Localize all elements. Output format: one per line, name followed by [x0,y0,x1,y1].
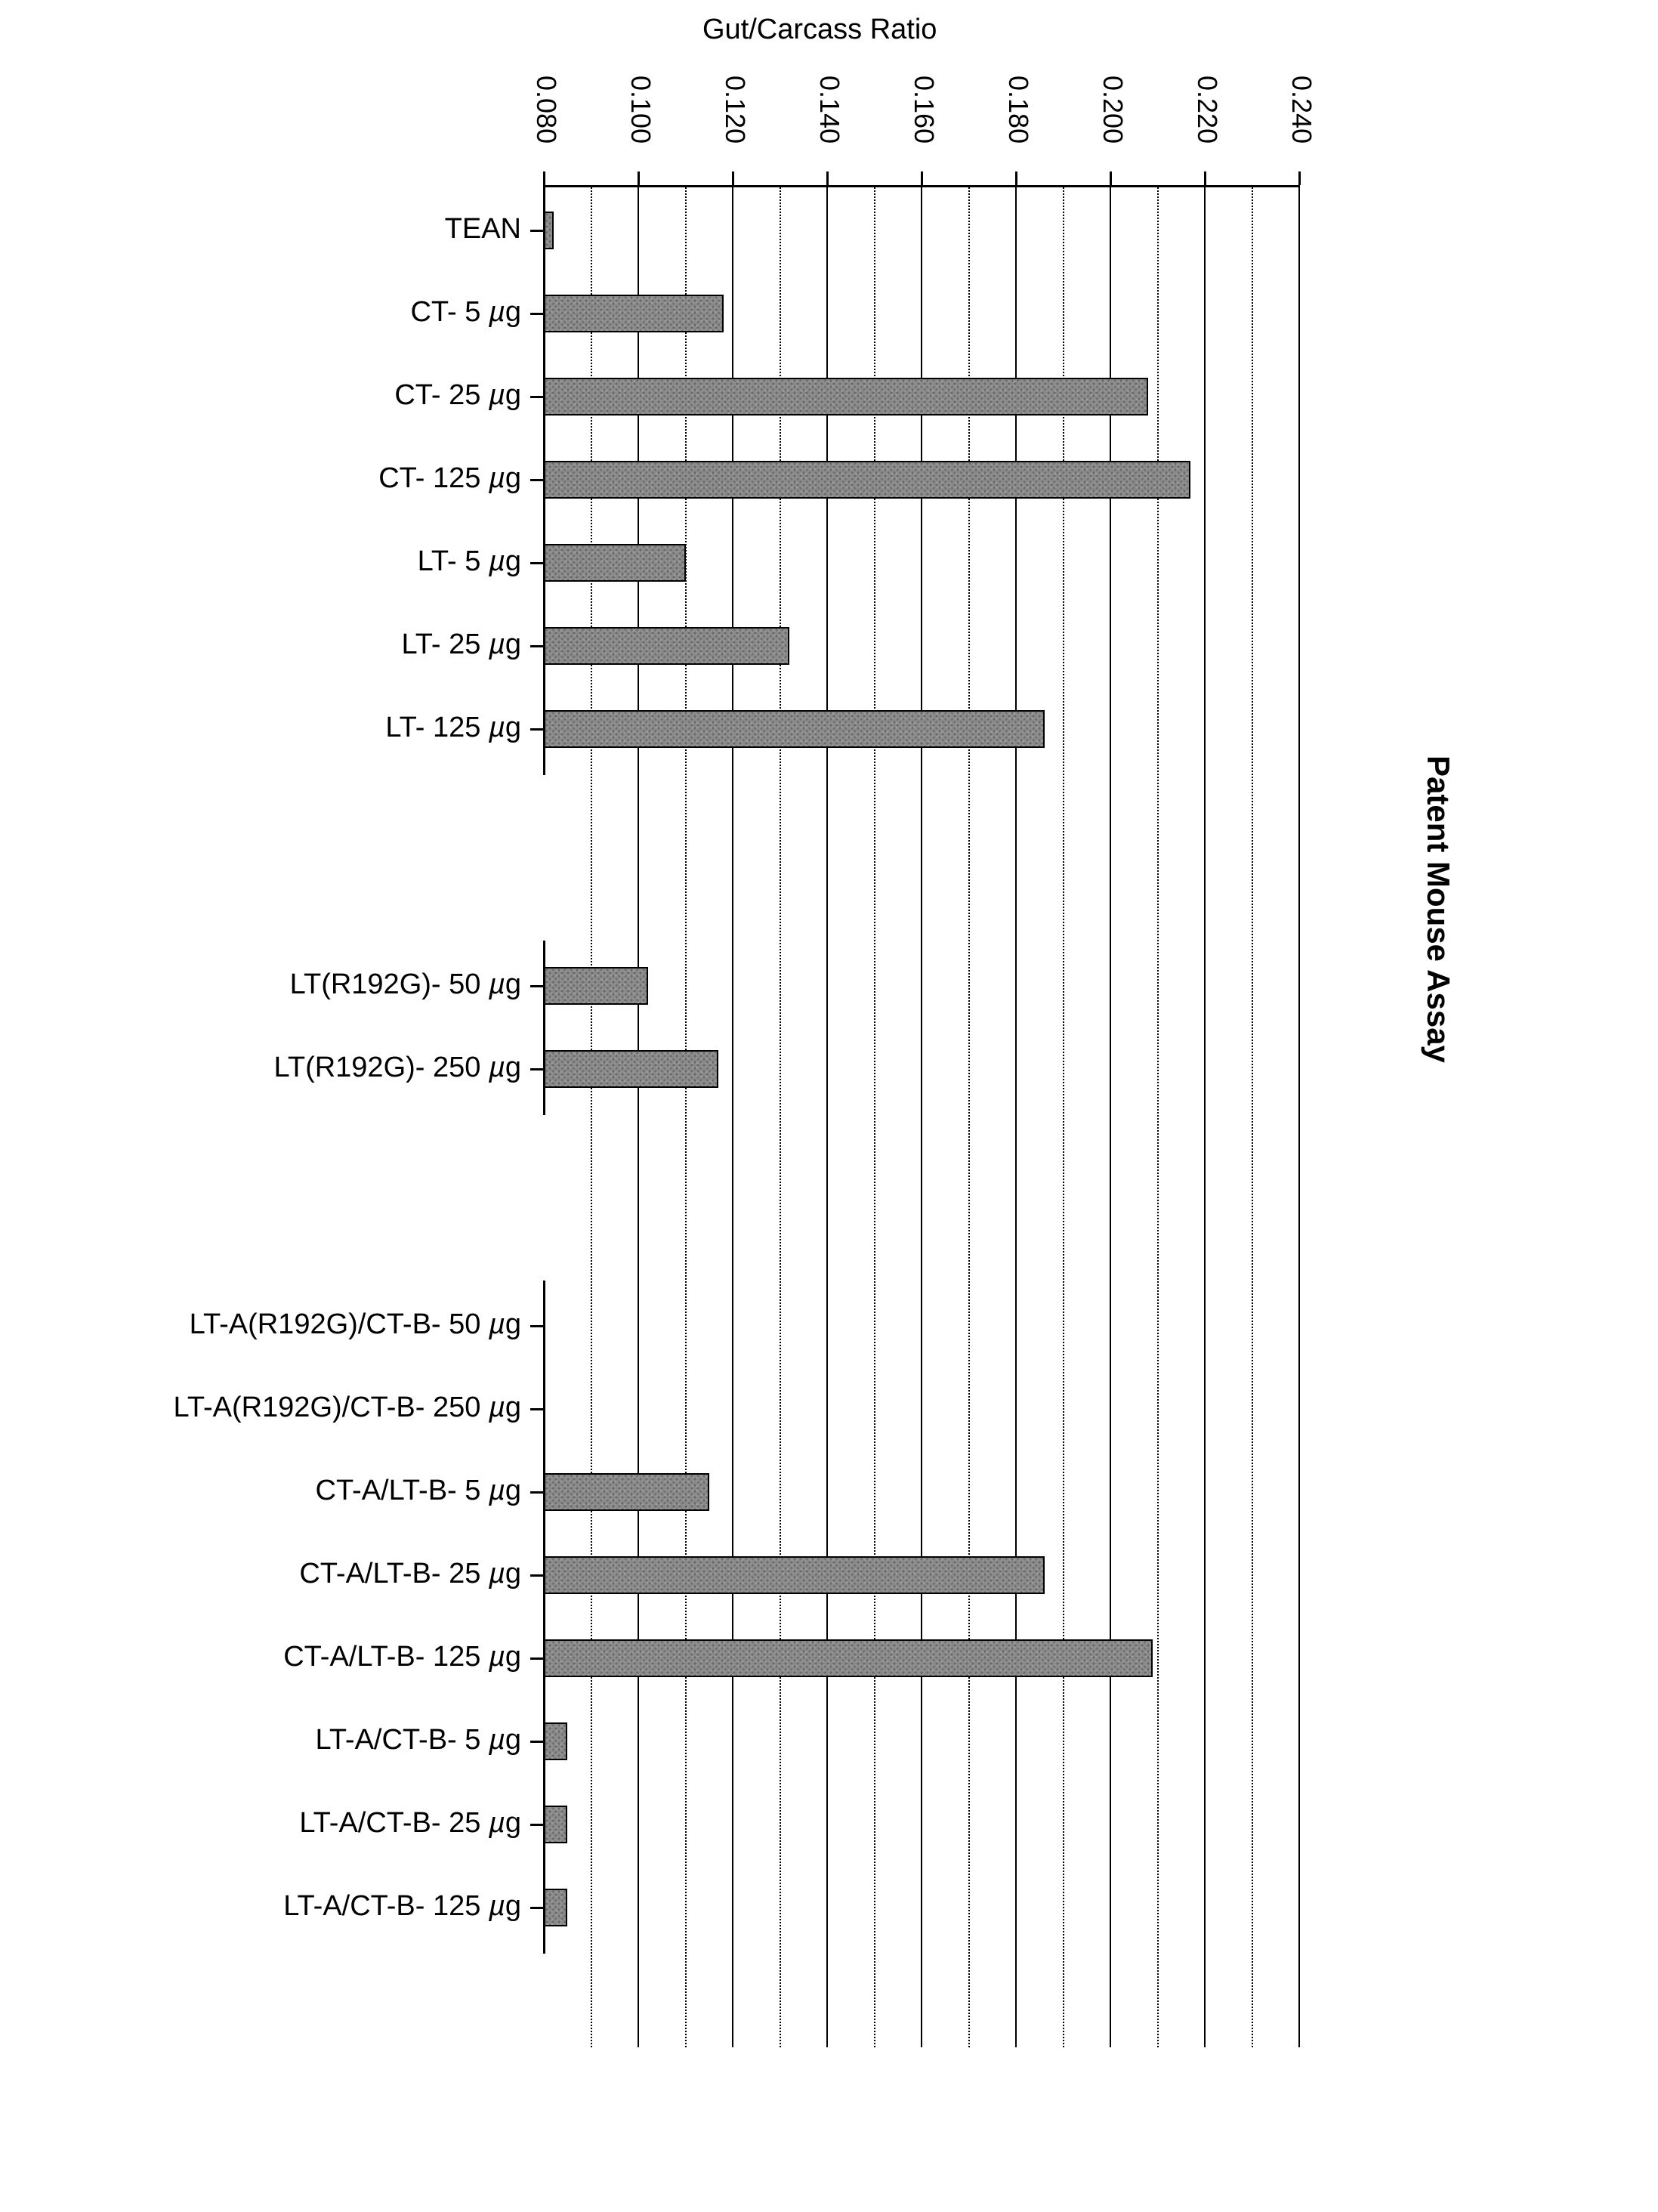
category-tick [530,1068,544,1070]
x-tick-label: 0.140 [814,53,845,166]
category-tick [530,230,544,232]
category-label: TEAN [0,213,521,246]
category-tick [530,985,544,987]
bar [544,212,554,249]
x-axis-tick [543,171,545,185]
category-label: CT-A/LT-B- 25 µg [0,1558,521,1590]
category-tick [530,1408,544,1410]
bar [544,295,724,332]
category-tick [530,396,544,398]
category-label: LT- 5 µg [0,545,521,578]
category-label: LT-A/CT-B- 125 µg [0,1890,521,1923]
category-label: CT-A/LT-B- 125 µg [0,1641,521,1673]
category-label: CT- 25 µg [0,379,521,412]
minor-grid-line [1252,185,1253,2047]
category-tick [530,1657,544,1660]
x-axis-tick [1298,171,1301,185]
x-tick-label: 0.160 [908,53,940,166]
x-axis-tick [1015,171,1017,185]
category-baseline [543,1281,545,1954]
x-axis-tick [1204,171,1206,185]
x-tick-label: 0.180 [1002,53,1034,166]
category-label: LT-A/CT-B- 5 µg [0,1724,521,1756]
category-tick [530,1491,544,1494]
x-tick-label: 0.220 [1191,53,1223,166]
bar [544,544,686,582]
category-tick [530,479,544,481]
bar [544,1639,1153,1677]
category-label: LT(R192G)- 250 µg [0,1052,521,1084]
x-tick-label: 0.080 [530,53,562,166]
bar [544,1050,718,1088]
category-label: CT- 125 µg [0,462,521,495]
x-axis-tick [638,171,640,185]
grid-line [1298,185,1300,2047]
x-tick-label: 0.200 [1097,53,1128,166]
bar [544,1556,1045,1594]
category-tick [530,1325,544,1327]
category-tick [530,1574,544,1577]
chart-side-title: Patent Mouse Assay [1420,755,1456,1063]
bar [544,1806,567,1843]
category-label: CT- 5 µg [0,296,521,329]
category-tick [530,1907,544,1909]
category-label: CT-A/LT-B- 5 µg [0,1475,521,1507]
category-tick [530,1824,544,1826]
category-label: LT-A(R192G)/CT-B- 250 µg [0,1392,521,1424]
x-axis-tick [1110,171,1112,185]
bar [544,710,1045,748]
x-axis-tick [921,171,923,185]
bar [544,627,789,665]
category-tick [530,313,544,315]
x-axis-tick [732,171,734,185]
category-tick [530,728,544,731]
x-axis-label: Gut/Carcass Ratio [702,14,937,46]
x-tick-label: 0.120 [719,53,751,166]
page: Patent Mouse Assay Gut/Carcass Ratio 0.0… [0,0,1658,2212]
category-label: LT-A(R192G)/CT-B- 50 µg [0,1308,521,1341]
category-label: LT- 25 µg [0,629,521,661]
bar [544,1473,709,1511]
category-tick [530,1741,544,1743]
bar [544,461,1190,499]
bar [544,967,648,1005]
category-label: LT-A/CT-B- 25 µg [0,1807,521,1840]
x-tick-label: 0.240 [1286,53,1317,166]
category-tick [530,562,544,564]
bar [544,378,1148,416]
x-axis-tick [826,171,829,185]
category-tick [530,645,544,647]
bar [544,1889,567,1926]
x-tick-label: 0.100 [625,53,656,166]
grid-line [1204,185,1206,2047]
bar [544,1722,567,1760]
category-label: LT(R192G)- 50 µg [0,969,521,1001]
category-label: LT- 125 µg [0,712,521,744]
